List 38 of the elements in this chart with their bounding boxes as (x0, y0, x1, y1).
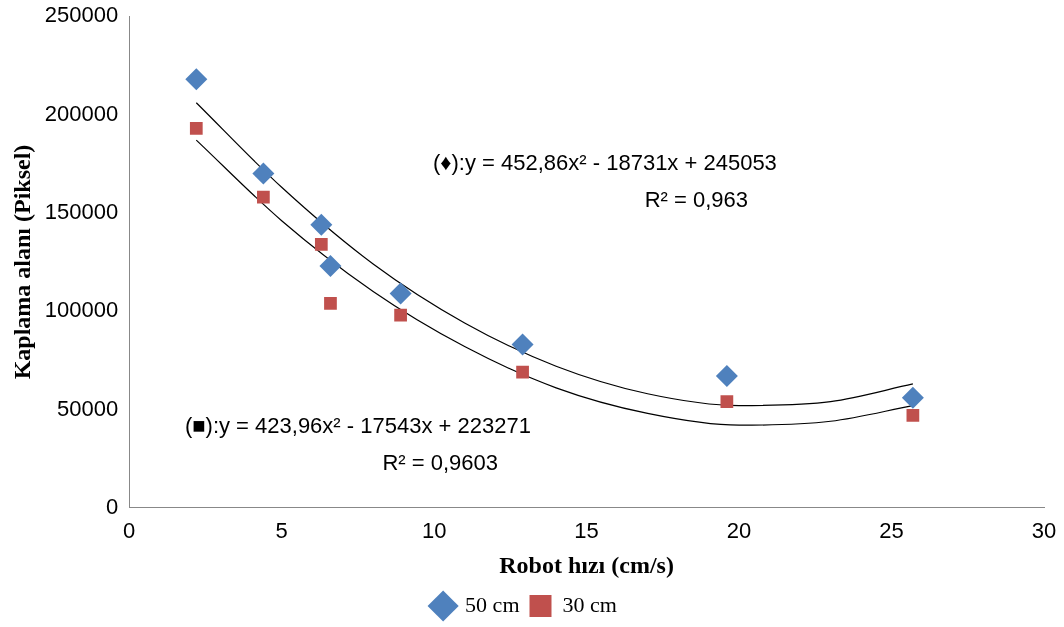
x-tick-label: 15 (574, 518, 599, 544)
annotation: R² = 0,9603 (382, 449, 499, 475)
point (319, 254, 342, 277)
x-tick-label: 25 (879, 518, 904, 544)
point (257, 190, 270, 204)
y-tick-label: 200000 (44, 100, 119, 126)
legend-label: 30 cm (562, 591, 617, 617)
x-tick-label: 20 (726, 518, 752, 544)
point (720, 395, 734, 408)
line-series (195, 102, 914, 407)
y-tick-label: 0 (105, 493, 119, 519)
point (906, 409, 920, 422)
y-axis-title: Kaplama alanı (Piksel) (8, 144, 35, 380)
point (185, 68, 208, 91)
point (324, 296, 337, 310)
y-tick-label: 50000 (57, 395, 119, 421)
x-tick-label: 5 (275, 518, 288, 544)
x-tick-label: 10 (421, 518, 447, 544)
legend-label: 50 cm (465, 591, 520, 617)
point (389, 282, 412, 305)
point (310, 213, 333, 236)
y-tick-label: 100000 (44, 297, 119, 323)
point (394, 308, 407, 322)
point (314, 237, 328, 251)
x-tick-label: 0 (123, 518, 136, 544)
x-axis-title: Robot hızı (cm/s) (499, 551, 674, 578)
point (516, 365, 529, 379)
annotation: R² = 0,963 (644, 186, 749, 212)
point (189, 121, 203, 135)
x-tick-label: 30 (1031, 518, 1057, 544)
annotation: (■):y = 423,96x² - 17543x + 223271 (184, 412, 531, 438)
point (252, 162, 275, 185)
point (901, 386, 924, 409)
annotation: (♦):y = 452,86x² - 18731x + 245053 (432, 149, 777, 175)
point (715, 365, 738, 388)
point (511, 333, 534, 356)
y-tick-label: 250000 (44, 2, 119, 28)
y-tick-label: 150000 (44, 198, 119, 224)
